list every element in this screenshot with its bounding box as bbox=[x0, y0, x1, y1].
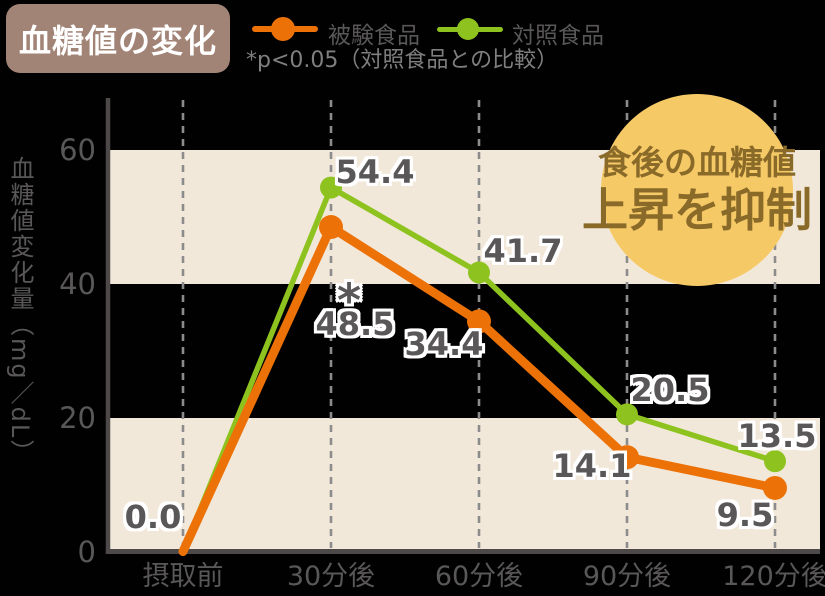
data-point-被験食品-60分後 bbox=[467, 309, 491, 334]
annotation-circle: 食後の血糖値 上昇を抑制 bbox=[582, 94, 812, 286]
data-point-対照食品-120分後 bbox=[764, 450, 786, 473]
annotation-text-line2: 上昇を抑制 bbox=[582, 183, 812, 237]
significance-note: *p<0.05（対照食品との比較） bbox=[246, 48, 559, 73]
x-tick-30分後: 30分後 bbox=[286, 561, 376, 592]
series-layer bbox=[178, 176, 787, 556]
data-label-被験食品-30分後: 48.5 bbox=[315, 305, 395, 343]
y-tick-60: 60 bbox=[59, 133, 96, 168]
data-label-被験食品-摂取前: 0.0 bbox=[124, 498, 182, 536]
page-title: 血糖値の変化 bbox=[18, 21, 217, 60]
x-tick-120分後: 120分後 bbox=[722, 561, 825, 592]
data-label-被験食品-120分後: 9.5 bbox=[716, 496, 774, 534]
data-point-被験食品-90分後 bbox=[615, 445, 639, 470]
data-point-対照食品-90分後 bbox=[616, 403, 638, 426]
legend-dot-orange bbox=[271, 17, 295, 41]
data-label-被験食品-90分後: 14.1 bbox=[552, 447, 632, 485]
title-badge: 血糖値の変化 bbox=[6, 4, 230, 73]
legend-dot-green bbox=[457, 18, 479, 40]
data-label-対照食品-120分後: 13.5 bbox=[737, 417, 817, 455]
data-label-対照食品-90分後: 20.5 bbox=[630, 371, 710, 409]
data-point-被験食品-30分後 bbox=[319, 215, 343, 240]
annotation-text-line1: 食後の血糖値 bbox=[598, 143, 796, 182]
y-tick-20: 20 bbox=[59, 400, 96, 435]
data-point-対照食品-30分後 bbox=[320, 176, 342, 199]
x-tick-60分後: 60分後 bbox=[434, 561, 524, 592]
data-point-被験食品-120分後 bbox=[763, 475, 787, 500]
legend-label-test-food: 被験食品 bbox=[328, 23, 420, 49]
x-tick-90分後: 90分後 bbox=[582, 561, 672, 592]
data-point-対照食品-60分後 bbox=[468, 261, 490, 284]
y-tick-0: 0 bbox=[77, 534, 96, 569]
significance-asterisk: * bbox=[336, 273, 362, 328]
data-label-対照食品-30分後: 54.4 bbox=[335, 153, 415, 191]
data-label-被験食品-60分後: 34.4 bbox=[404, 325, 484, 363]
legend-label-control-food: 対照食品 bbox=[512, 23, 604, 49]
x-tick-摂取前: 摂取前 bbox=[142, 561, 224, 592]
data-label-対照食品-60分後: 41.7 bbox=[483, 232, 563, 270]
y-axis-title: 血糖値変化量（mg／dL） bbox=[6, 156, 34, 466]
y-tick-40: 40 bbox=[59, 266, 96, 301]
